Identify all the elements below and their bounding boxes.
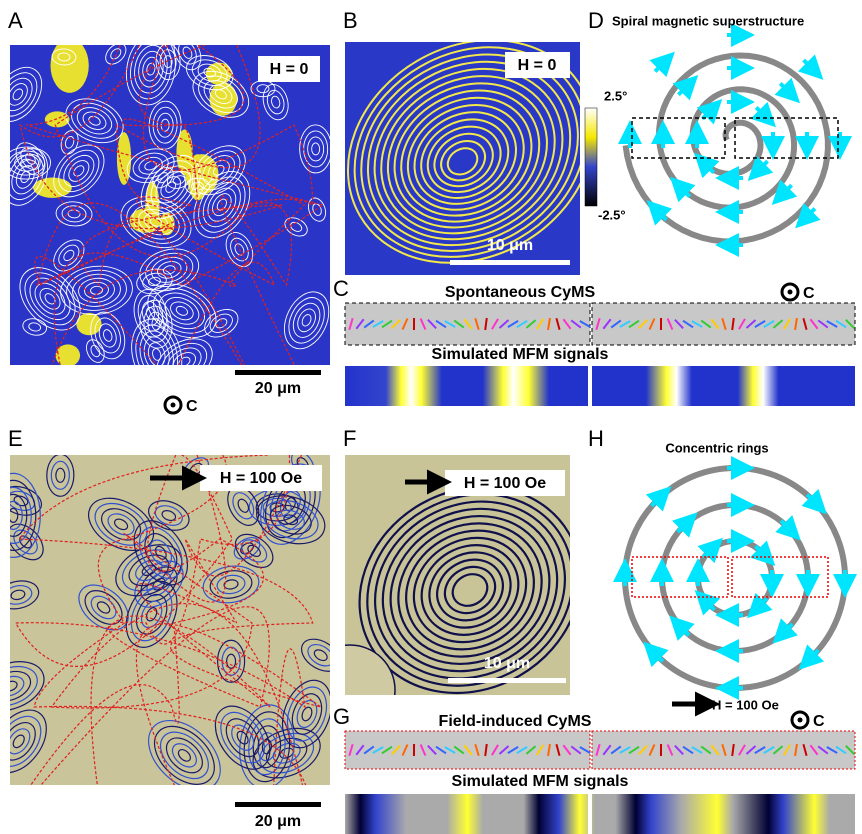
field-label: H = 100 Oe [220, 470, 302, 487]
field-label: H = 100 Oe [464, 475, 546, 492]
blob [50, 38, 88, 93]
panel-title: Concentric rings [665, 440, 768, 455]
divider [588, 366, 592, 406]
scale-label: 20 μm [255, 813, 301, 830]
spin-arrow [804, 60, 815, 71]
field-label: H = 100 Oe [712, 697, 779, 712]
scale-bar [235, 802, 321, 807]
blob [33, 178, 72, 198]
box [632, 557, 728, 597]
axis-label: C [186, 398, 198, 415]
panel-title: Field-induced CyMS [439, 713, 592, 730]
spin-arrow [756, 107, 767, 118]
panel-letter: H [588, 426, 604, 451]
axis-symbol [788, 290, 793, 295]
subtitle: Simulated MFM signals [452, 773, 629, 790]
colorbar-min: -2.5° [598, 207, 626, 222]
spin-arrow [756, 161, 767, 172]
scale-label: 20 μm [255, 380, 301, 397]
panel-title: Spontaneous CyMS [445, 284, 596, 301]
axis-symbol [798, 718, 803, 723]
colorbar-max: 2.5° [604, 88, 627, 103]
panel-letter: C [333, 276, 349, 301]
mfm-signal [345, 794, 855, 834]
scale-label: 10 μm [484, 655, 530, 672]
panel-letter: G [333, 704, 350, 729]
axis-label: C [813, 713, 825, 730]
panel-letter: D [588, 8, 604, 33]
axis-symbol [171, 403, 176, 408]
panel-letter: F [343, 426, 356, 451]
panel-letter: A [8, 8, 23, 33]
divider [588, 794, 592, 834]
scale-bar [235, 370, 321, 375]
box [632, 118, 725, 158]
box [732, 557, 828, 597]
field-label: H = 0 [270, 61, 309, 78]
page: A B C D E F G H H = 0 20 μm C H = 0 10 μ… [0, 0, 862, 834]
spiral [626, 56, 828, 242]
spin-arrow [780, 185, 791, 196]
axis-label: C [803, 285, 815, 302]
subtitle: Simulated MFM signals [432, 346, 609, 363]
spin-arrow [780, 83, 791, 94]
panel-title: Spiral magnetic superstructure [612, 13, 804, 28]
blob [117, 132, 131, 185]
blob [76, 313, 101, 335]
scale-bar [448, 678, 566, 683]
field-label: H = 0 [518, 57, 557, 74]
colorbar [585, 108, 597, 206]
panel-letter: B [343, 8, 358, 33]
figure: A B C D E F G H H = 0 20 μm C H = 0 10 μ… [0, 0, 862, 834]
scale-bar [450, 260, 570, 265]
scale-label: 10 μm [487, 237, 533, 254]
mfm-signal [345, 366, 855, 406]
spin-arrow [655, 60, 666, 71]
panel-letter: E [8, 426, 23, 451]
